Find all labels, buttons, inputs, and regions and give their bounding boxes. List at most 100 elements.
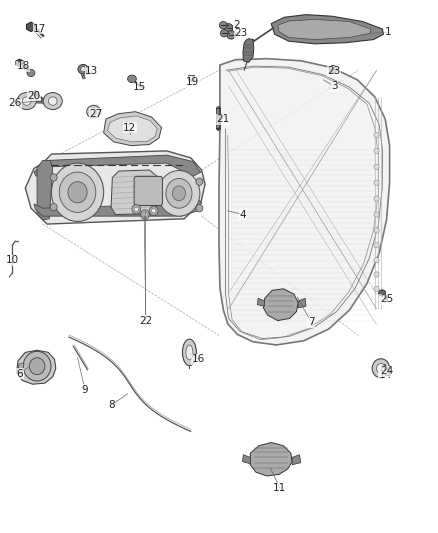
Text: 10: 10: [6, 255, 19, 265]
Ellipse shape: [141, 210, 149, 219]
Ellipse shape: [68, 182, 87, 203]
Ellipse shape: [374, 132, 379, 138]
Text: 27: 27: [90, 109, 103, 119]
Text: 19: 19: [186, 77, 200, 87]
Polygon shape: [219, 59, 390, 345]
Ellipse shape: [329, 66, 337, 73]
Ellipse shape: [382, 366, 385, 370]
Ellipse shape: [81, 67, 86, 72]
Polygon shape: [111, 170, 157, 215]
Text: 1: 1: [385, 27, 391, 37]
Text: 9: 9: [81, 384, 88, 394]
Text: 6: 6: [16, 369, 23, 378]
Polygon shape: [292, 455, 301, 465]
Polygon shape: [251, 442, 292, 476]
Text: 17: 17: [33, 24, 46, 34]
Ellipse shape: [374, 180, 379, 185]
Ellipse shape: [22, 97, 31, 106]
Polygon shape: [34, 199, 201, 216]
Polygon shape: [263, 289, 298, 320]
Ellipse shape: [374, 148, 379, 154]
Polygon shape: [104, 112, 162, 146]
Ellipse shape: [29, 358, 45, 375]
Ellipse shape: [127, 75, 136, 83]
Text: 14: 14: [378, 370, 392, 380]
Polygon shape: [18, 363, 24, 375]
Ellipse shape: [149, 206, 158, 216]
Ellipse shape: [196, 205, 203, 212]
Text: 18: 18: [17, 61, 30, 71]
Ellipse shape: [374, 272, 379, 277]
Polygon shape: [243, 455, 251, 464]
Ellipse shape: [43, 93, 62, 110]
Text: 21: 21: [216, 114, 229, 124]
Text: 13: 13: [85, 67, 99, 76]
Ellipse shape: [166, 179, 192, 208]
Ellipse shape: [143, 213, 147, 216]
Ellipse shape: [23, 351, 51, 381]
Polygon shape: [26, 22, 35, 31]
Ellipse shape: [220, 29, 228, 37]
Bar: [187, 75, 194, 81]
Ellipse shape: [87, 106, 101, 118]
Ellipse shape: [134, 207, 138, 212]
Polygon shape: [16, 59, 24, 67]
Ellipse shape: [374, 164, 379, 169]
Text: 16: 16: [191, 354, 205, 364]
Polygon shape: [17, 350, 56, 384]
Ellipse shape: [132, 205, 141, 214]
Polygon shape: [380, 365, 387, 372]
Ellipse shape: [377, 364, 385, 373]
Ellipse shape: [374, 212, 379, 217]
Ellipse shape: [372, 359, 390, 378]
Ellipse shape: [183, 339, 196, 366]
Text: 26: 26: [9, 98, 22, 108]
Text: 8: 8: [108, 400, 114, 410]
Ellipse shape: [374, 257, 379, 263]
Ellipse shape: [59, 172, 96, 213]
Ellipse shape: [50, 204, 57, 211]
Polygon shape: [243, 38, 254, 62]
Ellipse shape: [27, 69, 35, 77]
Ellipse shape: [51, 163, 104, 221]
Text: 2: 2: [233, 20, 240, 30]
Ellipse shape: [78, 64, 88, 74]
Polygon shape: [37, 160, 53, 220]
Ellipse shape: [219, 21, 227, 29]
Ellipse shape: [379, 290, 386, 296]
Ellipse shape: [374, 228, 379, 233]
Text: 11: 11: [273, 483, 286, 493]
Polygon shape: [278, 19, 371, 39]
Polygon shape: [25, 151, 205, 224]
Polygon shape: [34, 155, 201, 176]
Text: 23: 23: [234, 28, 247, 38]
Text: 3: 3: [331, 81, 338, 91]
Polygon shape: [108, 116, 157, 142]
Text: 25: 25: [380, 294, 393, 304]
Ellipse shape: [158, 171, 200, 216]
Text: 24: 24: [380, 367, 393, 376]
Polygon shape: [298, 298, 306, 308]
Ellipse shape: [17, 93, 36, 110]
FancyBboxPatch shape: [134, 176, 162, 206]
Ellipse shape: [48, 97, 57, 106]
Text: 7: 7: [308, 317, 314, 327]
Ellipse shape: [152, 209, 156, 213]
Text: 12: 12: [123, 123, 136, 133]
Ellipse shape: [227, 30, 236, 39]
Text: 20: 20: [28, 91, 41, 101]
Polygon shape: [257, 298, 265, 306]
Ellipse shape: [186, 345, 193, 360]
Ellipse shape: [50, 174, 57, 181]
Polygon shape: [32, 91, 39, 97]
Ellipse shape: [224, 23, 233, 32]
Text: 23: 23: [328, 67, 341, 76]
Ellipse shape: [42, 98, 48, 104]
Ellipse shape: [173, 186, 185, 201]
Text: 15: 15: [133, 82, 146, 92]
Text: 4: 4: [240, 209, 246, 220]
Ellipse shape: [196, 178, 203, 185]
Ellipse shape: [91, 109, 97, 115]
Ellipse shape: [374, 286, 379, 292]
Ellipse shape: [374, 243, 379, 248]
